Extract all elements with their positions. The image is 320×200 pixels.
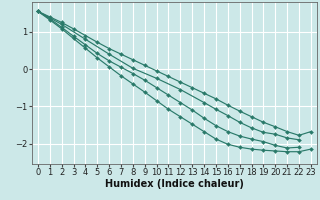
X-axis label: Humidex (Indice chaleur): Humidex (Indice chaleur) [105,179,244,189]
